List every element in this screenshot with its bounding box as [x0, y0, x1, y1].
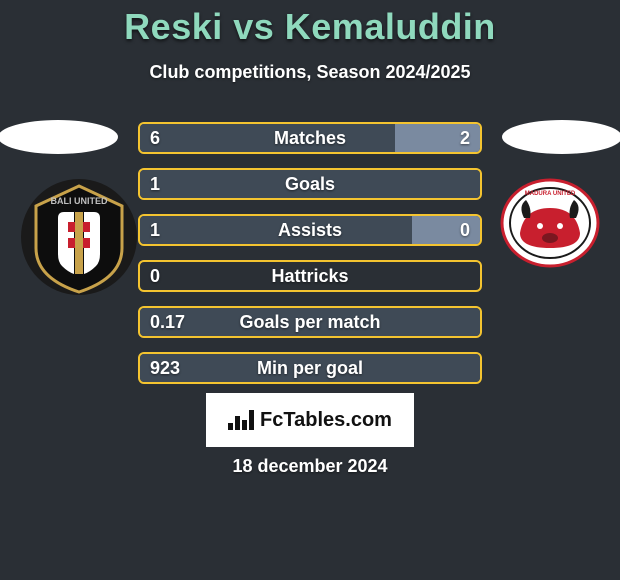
bali-united-crest-icon: BALI UNITED — [20, 178, 138, 296]
snapshot-date: 18 december 2024 — [0, 456, 620, 477]
stat-row: 1Assists0 — [138, 214, 482, 246]
stat-label: Assists — [140, 216, 480, 244]
stat-row: 0.17Goals per match — [138, 306, 482, 338]
stat-label: Goals per match — [140, 308, 480, 336]
stat-row: 1Goals — [138, 168, 482, 200]
stat-label: Matches — [140, 124, 480, 152]
right-badge-text: MADURA UNITED — [525, 191, 576, 197]
stat-label: Goals — [140, 170, 480, 198]
stat-row: 6Matches2 — [138, 122, 482, 154]
right-club-badge: MADURA UNITED — [500, 178, 600, 268]
madura-united-crest-icon: MADURA UNITED — [500, 178, 600, 268]
stat-label: Hattricks — [140, 262, 480, 290]
comparison-card: Reski vs Kemaluddin Club competitions, S… — [0, 0, 620, 580]
page-title: Reski vs Kemaluddin — [0, 6, 620, 48]
brand-box[interactable]: FcTables.com — [205, 392, 415, 448]
brand-text: FcTables.com — [260, 409, 392, 432]
stat-label: Min per goal — [140, 354, 480, 382]
subtitle: Club competitions, Season 2024/2025 — [0, 62, 620, 83]
stat-row: 0Hattricks — [138, 260, 482, 292]
stat-value-right: 2 — [460, 124, 470, 152]
stat-value-right: 0 — [460, 216, 470, 244]
right-player-ellipse — [502, 120, 620, 154]
stats-panel: 6Matches21Goals1Assists00Hattricks0.17Go… — [138, 122, 482, 398]
left-badge-text: BALI UNITED — [51, 196, 108, 206]
left-player-ellipse — [0, 120, 118, 154]
left-club-badge: BALI UNITED — [20, 178, 138, 296]
stat-row: 923Min per goal — [138, 352, 482, 384]
bar-chart-icon — [228, 410, 254, 430]
